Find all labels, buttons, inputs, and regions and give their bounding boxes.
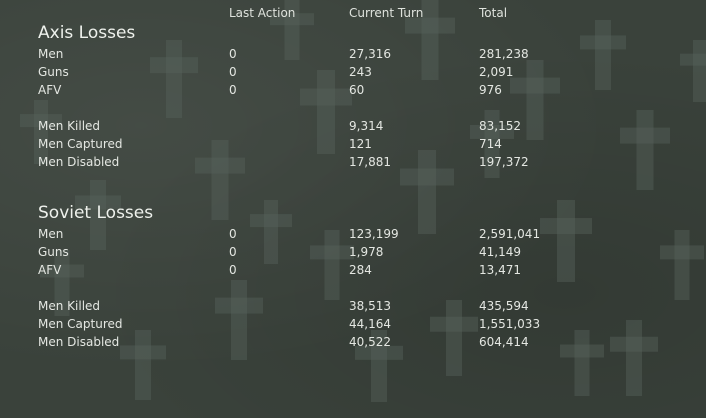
row-label: Men [38,227,64,241]
soviet-afv-row: AFV 0 284 13,471 [0,261,706,279]
soviet-men-disabled-row: Men Disabled 40,522 604,414 [0,333,706,351]
total-value: 83,152 [479,119,521,133]
soviet-men-killed-row: Men Killed 38,513 435,594 [0,297,706,315]
row-label: Guns [38,65,69,79]
soviet-losses-title: Soviet Losses [38,203,154,223]
axis-men-captured-row: Men Captured 121 714 [0,135,706,153]
current-turn-value: 40,522 [349,335,391,349]
total-value: 281,238 [479,47,529,61]
row-label: Men [38,47,64,61]
row-label: Men Killed [38,299,101,313]
total-value: 714 [479,137,502,151]
soviet-men-row: Men 0 123,199 2,591,041 [0,225,706,243]
row-label: Men Killed [38,119,101,133]
total-value: 2,091 [479,65,514,79]
current-turn-value: 284 [349,263,372,277]
row-label: Men Disabled [38,335,120,349]
column-header-last-action: Last Action [229,6,296,20]
last-action-value: 0 [229,47,237,61]
soviet-men-captured-row: Men Captured 44,164 1,551,033 [0,315,706,333]
total-value: 435,594 [479,299,529,313]
current-turn-value: 44,164 [349,317,391,331]
last-action-value: 0 [229,245,237,259]
row-label: Guns [38,245,69,259]
total-value: 41,149 [479,245,521,259]
total-value: 604,414 [479,335,529,349]
last-action-value: 0 [229,263,237,277]
current-turn-value: 243 [349,65,372,79]
current-turn-value: 27,316 [349,47,391,61]
row-label: Men Disabled [38,155,120,169]
current-turn-value: 38,513 [349,299,391,313]
row-label: AFV [38,263,62,277]
row-label: AFV [38,83,62,97]
axis-guns-row: Guns 0 243 2,091 [0,63,706,81]
last-action-value: 0 [229,65,237,79]
row-label: Men Captured [38,317,123,331]
axis-afv-row: AFV 0 60 976 [0,81,706,99]
axis-losses-title: Axis Losses [38,23,136,43]
axis-men-row: Men 0 27,316 281,238 [0,45,706,63]
row-label: Men Captured [38,137,123,151]
total-value: 1,551,033 [479,317,541,331]
current-turn-value: 1,978 [349,245,384,259]
total-value: 976 [479,83,502,97]
total-value: 2,591,041 [479,227,541,241]
total-value: 197,372 [479,155,529,169]
soviet-guns-row: Guns 0 1,978 41,149 [0,243,706,261]
last-action-value: 0 [229,83,237,97]
current-turn-value: 9,314 [349,119,384,133]
last-action-value: 0 [229,227,237,241]
axis-men-disabled-row: Men Disabled 17,881 197,372 [0,153,706,171]
total-value: 13,471 [479,263,521,277]
column-header-current-turn: Current Turn [349,6,424,20]
current-turn-value: 60 [349,83,365,97]
current-turn-value: 121 [349,137,372,151]
current-turn-value: 17,881 [349,155,391,169]
current-turn-value: 123,199 [349,227,399,241]
column-header-total: Total [479,6,508,20]
axis-men-killed-row: Men Killed 9,314 83,152 [0,117,706,135]
